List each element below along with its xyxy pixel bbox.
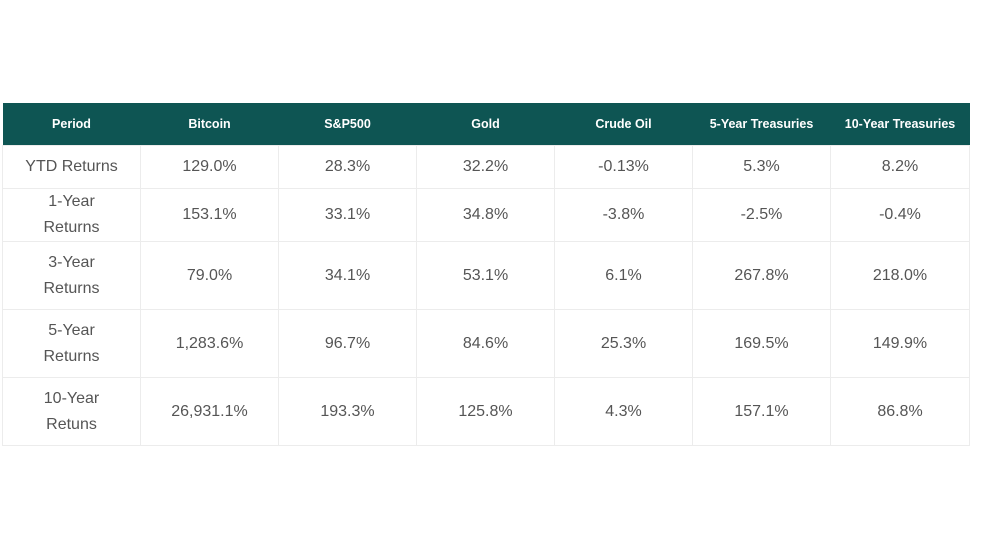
gold-cell: 34.8% xyxy=(416,188,555,242)
10-year-treasuries-cell: 218.0% xyxy=(830,241,970,310)
crude-oil-cell: 25.3% xyxy=(554,309,693,378)
10-year-treasuries-cell: 8.2% xyxy=(830,145,970,189)
bitcoin-cell: 129.0% xyxy=(140,145,279,189)
crude-oil-cell: -0.13% xyxy=(554,145,693,189)
gold-cell: 53.1% xyxy=(416,241,555,310)
table-row: 5-Year Returns 1,283.6% 96.7% 84.6% 25.3… xyxy=(2,309,970,378)
crude-oil-cell: -3.8% xyxy=(554,188,693,242)
bitcoin-cell: 79.0% xyxy=(140,241,279,310)
5-year-treasuries-cell: 169.5% xyxy=(692,309,831,378)
5-year-treasuries-cell: 5.3% xyxy=(692,145,831,189)
table-header: Period Bitcoin S&P500 Gold Crude Oil 5-Y… xyxy=(2,103,970,146)
header-bitcoin: Bitcoin xyxy=(140,103,279,146)
period-cell: 3-Year Returns xyxy=(2,241,141,310)
5-year-treasuries-cell: -2.5% xyxy=(692,188,831,242)
5-year-treasuries-cell: 267.8% xyxy=(692,241,831,310)
5-year-treasuries-cell: 157.1% xyxy=(692,377,831,446)
header-period: Period xyxy=(2,103,141,146)
gold-cell: 125.8% xyxy=(416,377,555,446)
header-10-year-treasuries: 10-Year Treasuries xyxy=(830,103,970,146)
header-crude-oil: Crude Oil xyxy=(554,103,693,146)
crude-oil-cell: 6.1% xyxy=(554,241,693,310)
bitcoin-cell: 153.1% xyxy=(140,188,279,242)
table-row: 1-Year Returns 153.1% 33.1% 34.8% -3.8% … xyxy=(2,188,970,242)
sp500-cell: 34.1% xyxy=(278,241,417,310)
sp500-cell: 193.3% xyxy=(278,377,417,446)
period-cell: 10-Year Retuns xyxy=(2,377,141,446)
header-gold: Gold xyxy=(416,103,555,146)
crude-oil-cell: 4.3% xyxy=(554,377,693,446)
10-year-treasuries-cell: 86.8% xyxy=(830,377,970,446)
period-cell: 5-Year Returns xyxy=(2,309,141,378)
returns-table: Period Bitcoin S&P500 Gold Crude Oil 5-Y… xyxy=(2,103,970,446)
sp500-cell: 33.1% xyxy=(278,188,417,242)
sp500-cell: 28.3% xyxy=(278,145,417,189)
table-row: YTD Returns 129.0% 28.3% 32.2% -0.13% 5.… xyxy=(2,145,970,189)
table-row: 10-Year Retuns 26,931.1% 193.3% 125.8% 4… xyxy=(2,377,970,446)
bitcoin-cell: 26,931.1% xyxy=(140,377,279,446)
header-row: Period Bitcoin S&P500 Gold Crude Oil 5-Y… xyxy=(2,103,970,146)
gold-cell: 32.2% xyxy=(416,145,555,189)
table-row: 3-Year Returns 79.0% 34.1% 53.1% 6.1% 26… xyxy=(2,241,970,310)
header-sp500: S&P500 xyxy=(278,103,417,146)
sp500-cell: 96.7% xyxy=(278,309,417,378)
period-cell: 1-Year Returns xyxy=(2,188,141,242)
table-body: YTD Returns 129.0% 28.3% 32.2% -0.13% 5.… xyxy=(2,145,970,446)
period-cell: YTD Returns xyxy=(2,145,141,189)
10-year-treasuries-cell: -0.4% xyxy=(830,188,970,242)
bitcoin-cell: 1,283.6% xyxy=(140,309,279,378)
gold-cell: 84.6% xyxy=(416,309,555,378)
10-year-treasuries-cell: 149.9% xyxy=(830,309,970,378)
header-5-year-treasuries: 5-Year Treasuries xyxy=(692,103,831,146)
